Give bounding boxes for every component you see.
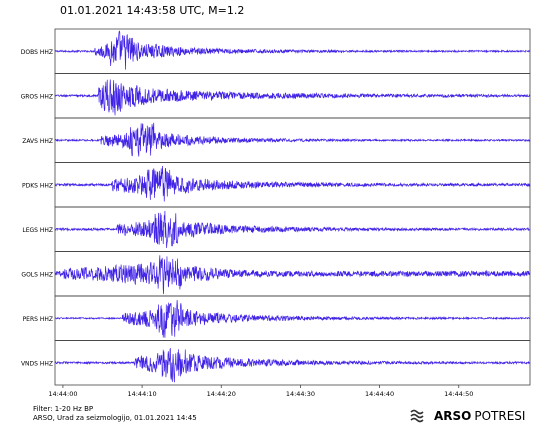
- seismic-trace: [54, 79, 531, 116]
- station-panel: LEGS HHZ: [22, 206, 531, 252]
- seismic-trace: [54, 122, 531, 157]
- logo-sub: POTRESI: [474, 409, 526, 423]
- seismic-trace: [54, 30, 531, 70]
- station-label: DOBS HHZ: [21, 49, 53, 56]
- time-axis: 14:44:00 14:44:10 14:44:20 14:44:30 14:44:40…: [48, 385, 473, 398]
- station-panel: PERS HHZ: [23, 295, 531, 341]
- credit-text: ARSO, Urad za seizmologijo, 01.01.2021 1…: [33, 414, 197, 422]
- station-panel: PDKS HHZ: [22, 162, 531, 208]
- seismogram-plot: DOBS HHZ GROS HHZ ZAVS HHZ PDKS HHZ LEGS HHZ…: [21, 28, 531, 398]
- seismic-trace: [54, 210, 531, 248]
- station-panel: GOLS HHZ: [21, 251, 531, 297]
- station-panel: VNDS HHZ: [21, 340, 531, 386]
- logo-brand: ARSO: [434, 409, 472, 423]
- station-label: GROS HHZ: [21, 93, 53, 100]
- station-label: LEGS HHZ: [22, 227, 53, 234]
- seismic-trace: [54, 348, 531, 383]
- station-panel: GROS HHZ: [21, 73, 531, 119]
- x-tick-label: 14:44:00: [48, 390, 77, 398]
- station-panel: ZAVS HHZ: [22, 117, 531, 163]
- seismic-trace: [54, 299, 531, 338]
- footer-info: Filter: 1-20 Hz BP ARSO, Urad za seizmol…: [33, 405, 197, 423]
- arso-logo: ARSO POTRESI: [408, 406, 525, 426]
- wave-emblem-icon: [410, 409, 424, 423]
- station-label: PDKS HHZ: [22, 182, 53, 189]
- seismic-trace: [54, 165, 531, 202]
- station-label: GOLS HHZ: [21, 271, 53, 278]
- station-label: PERS HHZ: [23, 316, 53, 323]
- x-tick-label: 14:44:30: [286, 390, 315, 398]
- station-label: ZAVS HHZ: [22, 138, 53, 145]
- x-tick-label: 14:44:50: [444, 390, 473, 398]
- chart-title: 01.01.2021 14:43:58 UTC, M=1.2: [60, 4, 245, 17]
- x-tick-label: 14:44:20: [207, 390, 236, 398]
- filter-text: Filter: 1-20 Hz BP: [33, 405, 94, 413]
- station-label: VNDS HHZ: [21, 360, 53, 367]
- station-panels: DOBS HHZ GROS HHZ ZAVS HHZ PDKS HHZ LEGS HHZ…: [21, 28, 531, 386]
- x-tick-label: 14:44:40: [365, 390, 394, 398]
- station-panel: DOBS HHZ: [21, 28, 531, 74]
- seismic-trace: [54, 255, 531, 295]
- x-tick-label: 14:44:10: [127, 390, 156, 398]
